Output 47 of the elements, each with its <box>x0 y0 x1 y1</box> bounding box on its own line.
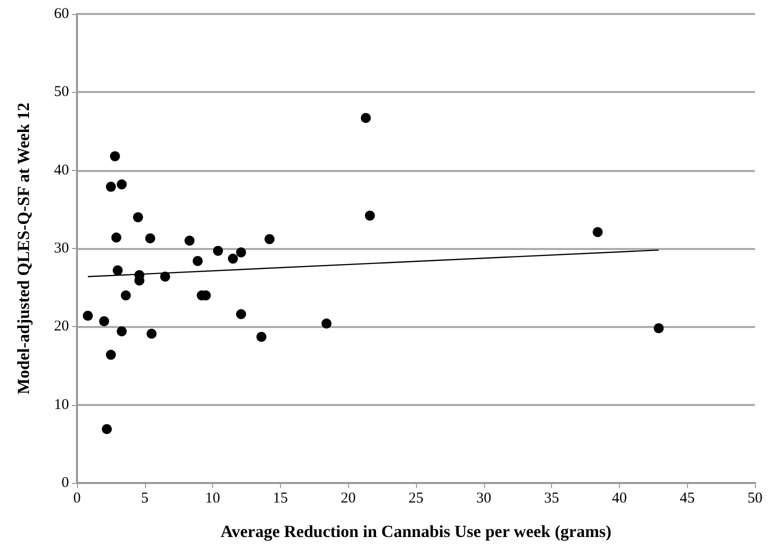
point <box>116 179 127 190</box>
point <box>116 326 127 336</box>
x-tick-label: 25 <box>408 490 424 506</box>
x-tick-label: 35 <box>544 490 560 506</box>
point <box>133 212 144 222</box>
point <box>654 323 664 334</box>
x-tick-label: 15 <box>272 490 288 506</box>
x-tick-label: 10 <box>205 490 220 506</box>
point <box>322 318 332 329</box>
point <box>99 316 110 326</box>
y-tick-label: 30 <box>54 240 69 256</box>
y-tick-label: 20 <box>54 318 69 335</box>
point <box>184 236 195 246</box>
y-tick-label: 0 <box>62 475 69 491</box>
point <box>111 232 122 243</box>
y-tick-label: 60 <box>54 6 69 22</box>
point <box>106 350 116 360</box>
point <box>106 182 116 192</box>
x-tick-label: 20 <box>340 490 356 506</box>
point <box>360 112 371 123</box>
point <box>112 265 123 276</box>
point <box>236 247 246 258</box>
x-tick-label: 50 <box>748 490 762 506</box>
point <box>120 290 131 300</box>
point <box>228 254 238 264</box>
y-tick-label: 50 <box>54 84 69 100</box>
x-tick-label: 40 <box>612 490 627 506</box>
point <box>102 424 112 434</box>
point <box>213 246 224 256</box>
point <box>146 328 157 339</box>
point <box>364 210 375 221</box>
x-tick-label: 5 <box>141 490 149 506</box>
point <box>110 151 120 162</box>
x-tick-label: 0 <box>73 490 81 506</box>
point <box>256 332 266 342</box>
y-axis-title: Model-adjusted QLES-Q-SF at Week 12 <box>14 102 33 394</box>
x-tick-label: 45 <box>680 490 695 506</box>
point <box>145 233 156 244</box>
point <box>592 227 603 238</box>
point <box>236 309 246 320</box>
y-tick-label: 40 <box>54 162 69 178</box>
x-axis-title: Average Reduction in Cannabis Use per week (grams) <box>220 522 612 541</box>
y-tick-label: 10 <box>54 396 69 413</box>
point <box>82 310 93 321</box>
point <box>192 256 203 266</box>
x-tick-label: 30 <box>476 490 492 506</box>
point <box>264 234 275 244</box>
